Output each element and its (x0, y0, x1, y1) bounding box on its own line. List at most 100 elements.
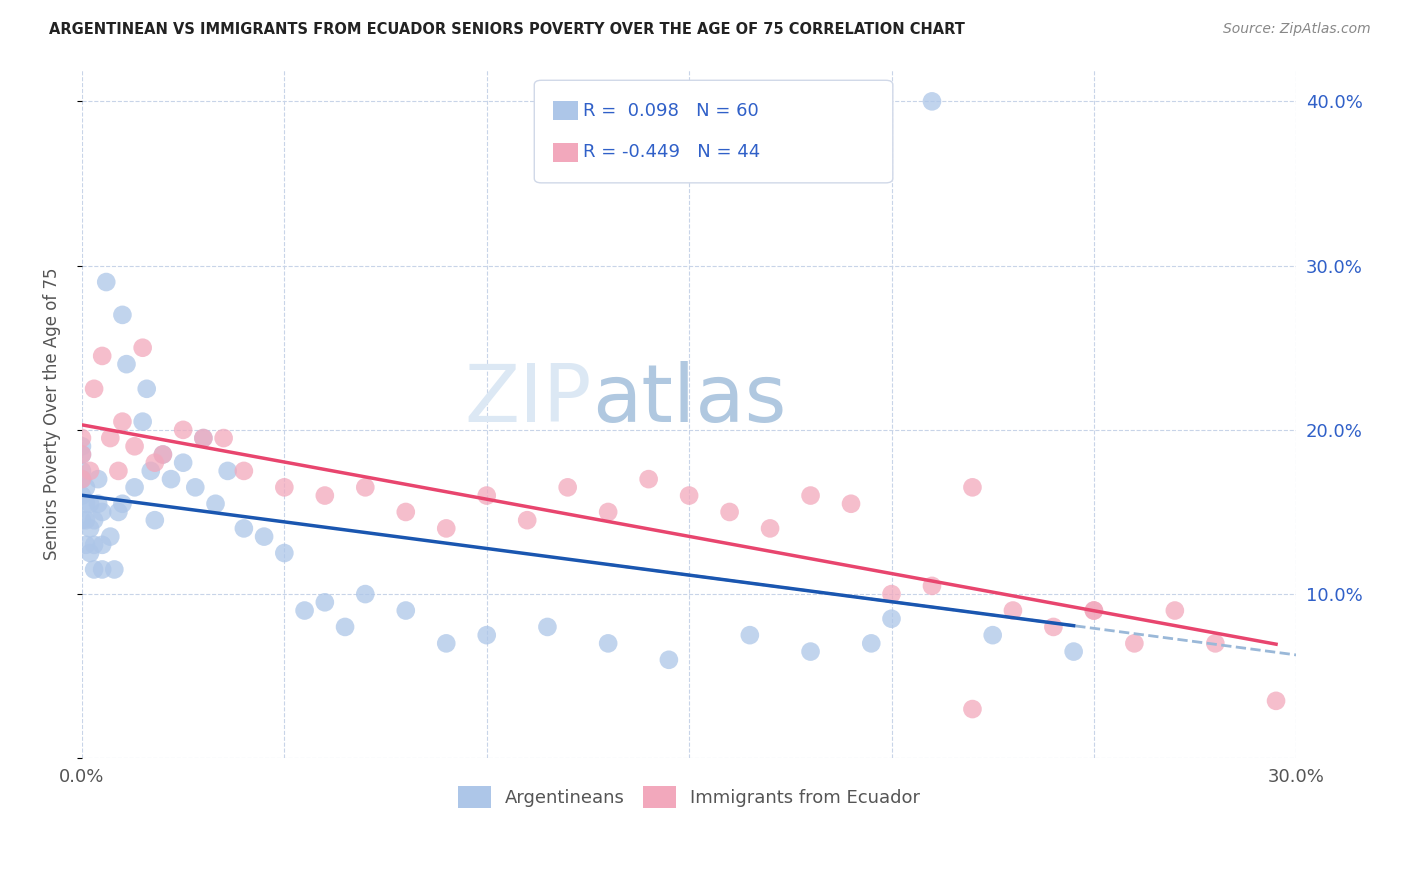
Point (536, 620, 558, 634)
Point (83, 538, 105, 552)
Point (70, 448, 93, 462)
Point (160, 472, 183, 486)
Point (738, 628, 761, 642)
Point (839, 497, 862, 511)
Point (143, 513, 166, 527)
Point (253, 530, 276, 544)
Point (70, 448, 93, 462)
Text: Source: ZipAtlas.com: Source: ZipAtlas.com (1223, 22, 1371, 37)
Point (314, 489, 336, 503)
Point (1001, 603, 1024, 617)
Point (1063, 644, 1085, 658)
Point (333, 620, 356, 634)
Point (1204, 636, 1226, 650)
Point (759, 521, 782, 535)
Point (139, 464, 162, 478)
Point (79, 497, 101, 511)
Y-axis label: Seniors Poverty Over the Age of 75: Seniors Poverty Over the Age of 75 (44, 268, 60, 559)
Point (83, 562, 105, 576)
Point (962, 480, 984, 494)
Point (131, 341, 153, 355)
Point (212, 431, 235, 445)
Point (124, 439, 146, 453)
Point (1042, 620, 1064, 634)
Point (557, 480, 579, 494)
Point (193, 431, 215, 445)
Text: atlas: atlas (592, 360, 786, 439)
Point (598, 505, 620, 519)
Point (1083, 603, 1105, 617)
Point (475, 628, 498, 642)
Point (981, 628, 1004, 642)
Point (172, 456, 194, 470)
Point (70, 472, 93, 486)
Point (91, 505, 114, 519)
Point (217, 464, 239, 478)
Point (516, 513, 538, 527)
Point (658, 653, 681, 667)
Point (70, 431, 93, 445)
Point (799, 644, 821, 658)
Point (91, 538, 114, 552)
Point (75, 480, 97, 494)
Point (98, 530, 121, 544)
Point (79, 521, 101, 535)
Point (96, 275, 118, 289)
Point (232, 521, 254, 535)
Point (79, 546, 101, 560)
Point (921, 579, 943, 593)
Point (152, 448, 174, 462)
Point (204, 497, 226, 511)
Point (598, 636, 620, 650)
Point (111, 497, 134, 511)
Point (70, 489, 93, 503)
Point (475, 489, 498, 503)
Point (87, 472, 110, 486)
Point (184, 480, 207, 494)
Point (87, 497, 110, 511)
Point (83, 513, 105, 527)
Point (75, 513, 97, 527)
Point (107, 505, 129, 519)
Text: ZIP: ZIP (464, 360, 592, 439)
Point (860, 636, 883, 650)
Point (115, 357, 138, 371)
Point (172, 423, 194, 437)
Point (434, 636, 457, 650)
Point (75, 497, 97, 511)
Text: ARGENTINEAN VS IMMIGRANTS FROM ECUADOR SENIORS POVERTY OVER THE AGE OF 75 CORREL: ARGENTINEAN VS IMMIGRANTS FROM ECUADOR S… (49, 22, 965, 37)
Point (354, 587, 377, 601)
Point (193, 431, 215, 445)
Point (354, 480, 377, 494)
Point (1123, 636, 1146, 650)
Point (91, 349, 114, 363)
Text: R = -0.449   N = 44: R = -0.449 N = 44 (583, 143, 761, 161)
Text: R =  0.098   N = 60: R = 0.098 N = 60 (583, 102, 759, 120)
Point (111, 308, 134, 322)
Point (232, 464, 254, 478)
Point (70, 464, 93, 478)
Point (124, 480, 146, 494)
Point (294, 603, 316, 617)
Point (395, 603, 418, 617)
Point (131, 415, 153, 429)
Point (799, 489, 821, 503)
Point (314, 595, 336, 609)
Point (98, 431, 121, 445)
Point (103, 562, 125, 576)
Point (70, 513, 93, 527)
Point (1265, 694, 1288, 708)
Point (1083, 603, 1105, 617)
Point (273, 546, 295, 560)
Point (91, 562, 114, 576)
Point (152, 448, 174, 462)
Point (143, 456, 166, 470)
Point (395, 505, 418, 519)
Point (962, 702, 984, 716)
Point (83, 382, 105, 396)
Point (637, 472, 659, 486)
Point (434, 521, 457, 535)
Point (1164, 603, 1187, 617)
Point (107, 464, 129, 478)
Point (70, 439, 93, 453)
